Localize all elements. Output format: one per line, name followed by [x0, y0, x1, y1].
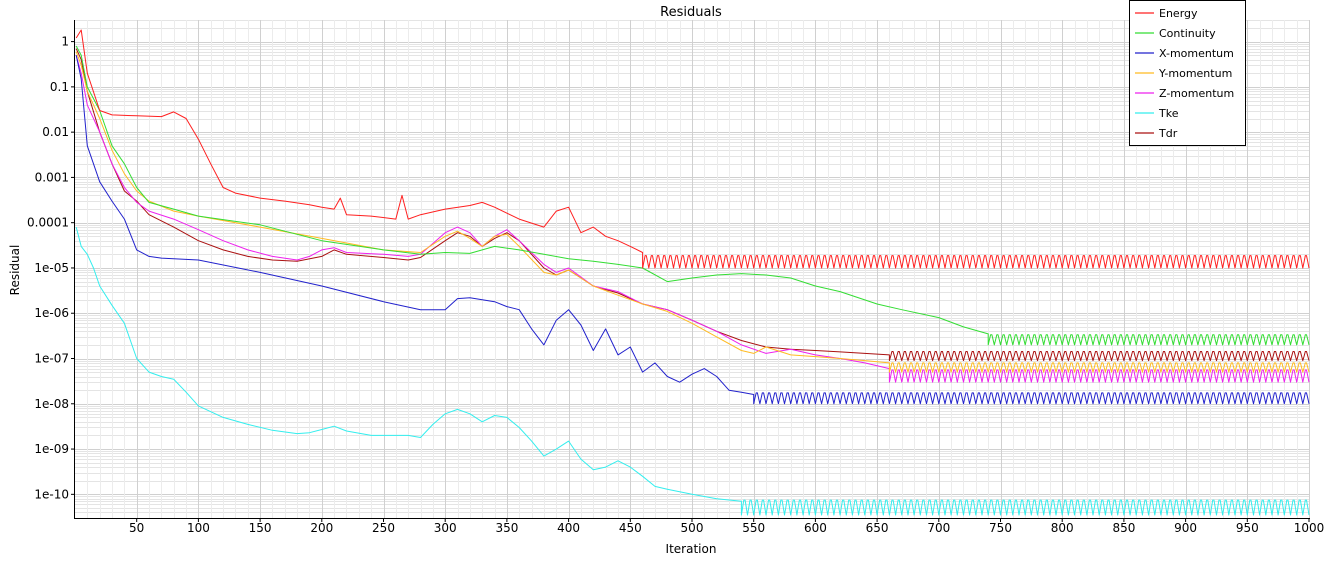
x-tick-label: 950 [1236, 521, 1259, 535]
series-line-tdr [75, 48, 1310, 362]
x-tick-label: 800 [1051, 521, 1074, 535]
legend-label-z-momentum: Z-momentum [1159, 87, 1234, 100]
series-line-continuity [75, 45, 1310, 346]
y-tick-label: 0.0001 [27, 216, 69, 230]
y-tick-label: 1 [61, 35, 69, 49]
y-tick-label: 1e-05 [34, 261, 69, 275]
x-tick-label: 850 [1112, 521, 1135, 535]
y-tick-label: 0.01 [42, 125, 69, 139]
x-tick-label: 250 [372, 521, 395, 535]
x-tick-label: 300 [434, 521, 457, 535]
x-tick-label: 450 [619, 521, 642, 535]
x-tick-label: 1000 [1294, 521, 1325, 535]
x-tick-label: 400 [557, 521, 580, 535]
series-line-z-momentum [75, 55, 1310, 383]
x-tick-label: 100 [187, 521, 210, 535]
legend-label-tke: Tke [1158, 107, 1179, 120]
x-tick-label: 150 [249, 521, 272, 535]
x-axis-title: Iteration [666, 542, 717, 556]
y-tick-label: 1e-07 [34, 352, 69, 366]
x-tick-label: 200 [310, 521, 333, 535]
x-tick-label: 750 [989, 521, 1012, 535]
grid [75, 20, 1310, 519]
x-tick-label: 500 [681, 521, 704, 535]
series-line-energy [75, 29, 1310, 269]
x-tick-label: 600 [804, 521, 827, 535]
x-tick-label: 900 [1174, 521, 1197, 535]
x-tick-label: 700 [927, 521, 950, 535]
y-tick-label: 1e-08 [34, 397, 69, 411]
y-tick-label: 1e-09 [34, 442, 69, 456]
series-layer [75, 29, 1310, 516]
x-ticks: 50 100 150 200 250 300 350 400 450 500 550 600 650 70… [129, 518, 1324, 535]
series-line-tke [75, 226, 1310, 516]
legend-label-tdr: Tdr [1158, 127, 1178, 140]
chart-title: Residuals [660, 5, 722, 20]
legend-label-x-momentum: X-momentum [1159, 47, 1234, 60]
x-tick-label: 50 [129, 521, 144, 535]
y-tick-label: 1e-10 [34, 487, 69, 501]
y-ticks: 1e-10 1e-09 1e-08 1e-07 1e-06 1e-05 0.0001 0.00… [27, 35, 75, 501]
x-tick-label: 350 [495, 521, 518, 535]
y-tick-label: 0.001 [35, 170, 69, 184]
series-line-x-momentum [75, 55, 1310, 405]
legend-label-y-momentum: Y-momentum [1158, 67, 1232, 80]
y-axis-title: Residual [8, 245, 22, 296]
legend-label-continuity: Continuity [1159, 27, 1216, 40]
legend: Energy Continuity X-momentum Y-momentum Z-mo… [1129, 0, 1246, 146]
x-tick-label: 550 [742, 521, 765, 535]
legend-label-energy: Energy [1159, 7, 1198, 20]
series-line-y-momentum [75, 51, 1310, 373]
x-tick-label: 650 [866, 521, 889, 535]
y-tick-label: 1e-06 [34, 306, 69, 320]
y-tick-label: 0.1 [50, 80, 69, 94]
